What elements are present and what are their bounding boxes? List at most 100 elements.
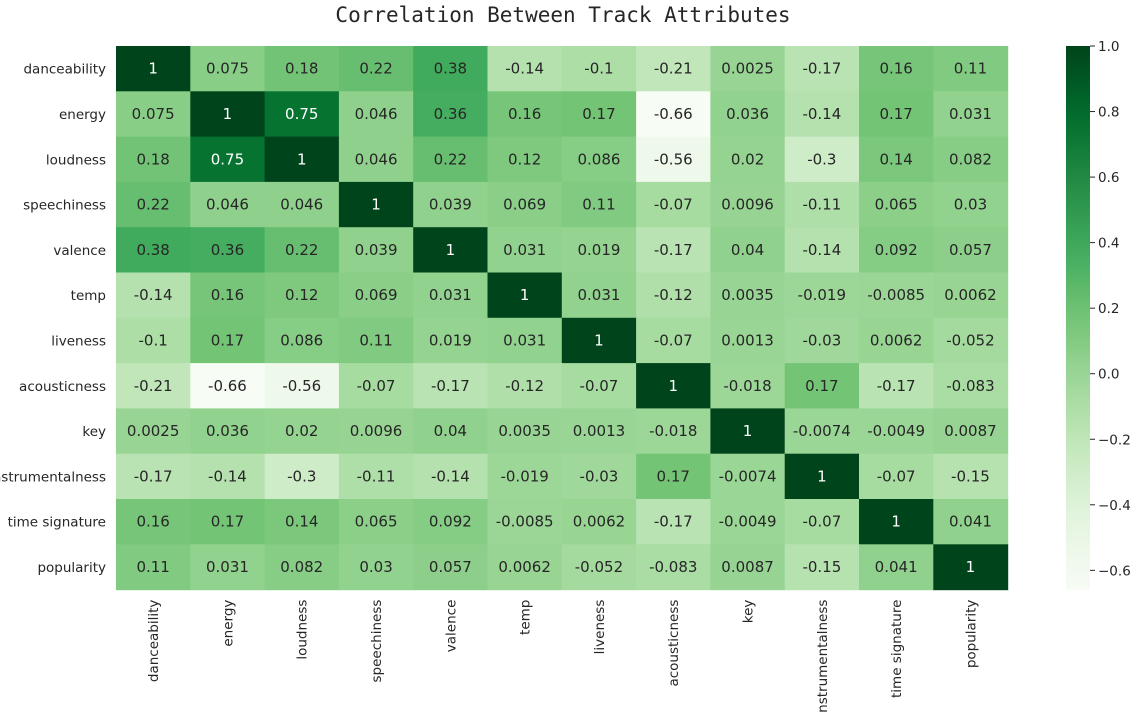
cell-value-label: -0.07 (654, 196, 693, 214)
colorbar-tick-label: 0.6 (1098, 170, 1119, 186)
cell-value-label: 0.17 (582, 105, 615, 123)
heatmap-cell (933, 499, 1009, 545)
cell-value-label: 1 (371, 196, 381, 214)
heatmap-cell (859, 181, 934, 228)
cell-value-label: 1 (446, 241, 456, 259)
cell-value-label: 0.0096 (721, 196, 774, 214)
cell-value-label: 0.0062 (944, 286, 997, 304)
heatmap-cell (784, 453, 860, 500)
cell-value-label: -0.15 (951, 467, 990, 485)
x-tick-label: speechiness (369, 600, 385, 683)
heatmap-cell (190, 499, 266, 545)
heatmap-cell (190, 272, 266, 319)
y-tick-label: acousticness (19, 379, 106, 395)
heatmap-cell (413, 453, 489, 500)
cell-value-label: 0.019 (429, 331, 472, 349)
heatmap-cell (933, 46, 1009, 92)
cell-value-label: 0.17 (805, 377, 838, 395)
heatmap-cell (190, 181, 266, 228)
cell-value-label: 0.031 (577, 286, 620, 304)
cell-value-label: -0.0085 (496, 513, 554, 531)
y-tick-label: popularity (37, 560, 106, 576)
cell-value-label: 1 (817, 467, 827, 485)
cell-value-label: 1 (297, 150, 307, 168)
heatmap-cell (116, 408, 191, 455)
cell-value-label: 0.04 (434, 422, 467, 440)
cell-value-label: -0.17 (802, 60, 841, 78)
colorbar-tick-label: 0.0 (1098, 367, 1119, 383)
cell-value-label: -0.019 (798, 286, 846, 304)
heatmap-cell (933, 453, 1009, 500)
x-tick-label: temp (518, 600, 534, 635)
y-tick-label: temp (71, 288, 106, 304)
heatmap-cell (710, 227, 786, 274)
heatmap-cell (190, 46, 266, 92)
cell-value-label: 0.0062 (870, 331, 923, 349)
cell-value-label: -0.12 (654, 286, 693, 304)
cell-value-label: -0.66 (654, 105, 693, 123)
cell-value-label: 0.075 (132, 105, 175, 123)
heatmap-cell (784, 363, 860, 409)
chart-title: Correlation Between Track Attributes (335, 3, 790, 27)
heatmap-cell (338, 272, 414, 319)
heatmap-cell (561, 544, 637, 591)
heatmap-cell (784, 272, 860, 319)
cell-value-label: 0.0035 (721, 286, 774, 304)
heatmap-cell (933, 136, 1009, 183)
cell-value-label: 0.031 (503, 331, 546, 349)
heatmap-cell (116, 181, 191, 228)
heatmap-cell (487, 91, 563, 138)
cell-value-label: 0.0025 (721, 60, 774, 78)
x-tick-label: key (741, 600, 757, 624)
heatmap-cell (784, 499, 860, 545)
heatmap-cell (116, 317, 191, 364)
cell-value-label: -0.17 (654, 241, 693, 259)
cell-value-label: 0.046 (355, 150, 398, 168)
cell-value-label: -0.052 (946, 331, 994, 349)
x-tick-labels: danceability energy loudness speechiness val… (146, 600, 979, 713)
heatmap-cell (264, 499, 340, 545)
heatmap-cell (264, 272, 340, 319)
cell-value-label: 0.22 (359, 60, 392, 78)
heatmap-cell (487, 499, 563, 545)
heatmap-cell (338, 453, 414, 500)
heatmap-cell (859, 453, 934, 500)
cell-value-label: 1 (743, 422, 753, 440)
heatmap-cell (264, 91, 340, 138)
heatmap-cell (116, 499, 191, 545)
cell-value-label: -0.07 (357, 377, 396, 395)
cell-value-label: 0.065 (875, 196, 918, 214)
colorbar (1066, 46, 1090, 590)
cell-value-label: -0.14 (431, 467, 470, 485)
heatmap-cell (859, 499, 934, 545)
cell-value-label: 0.18 (285, 60, 318, 78)
cell-value-label: -0.17 (877, 377, 916, 395)
cell-value-label: 0.02 (731, 150, 764, 168)
heatmap-cell (338, 136, 414, 183)
cell-value-label: 0.041 (949, 513, 992, 531)
x-tick-label: valence (443, 600, 459, 653)
y-tick-label: loudness (46, 152, 106, 168)
cell-value-label: 0.075 (206, 60, 249, 78)
x-tick-label: popularity (963, 600, 979, 669)
heatmap-cell (338, 544, 414, 591)
cell-value-label: 0.11 (954, 60, 987, 78)
heatmap-cell (784, 91, 860, 138)
cell-value-label: 1 (148, 60, 158, 78)
cell-value-label: 0.041 (875, 558, 918, 576)
heatmap-cell (487, 136, 563, 183)
cell-value-label: -0.17 (431, 377, 470, 395)
cell-value-label: -0.11 (357, 467, 396, 485)
heatmap-cell (264, 227, 340, 274)
heatmap-cell (116, 46, 191, 92)
cell-value-label: -0.03 (802, 331, 841, 349)
heatmap-cell (116, 227, 191, 274)
cell-value-label: -0.17 (134, 467, 173, 485)
heatmap-cell (859, 136, 934, 183)
heatmap-cell (710, 363, 786, 409)
heatmap-cell (561, 227, 637, 274)
cell-value-label: 0.22 (136, 196, 169, 214)
cell-value-label: 0.057 (429, 558, 472, 576)
x-tick-label: instrumentalness (815, 600, 831, 713)
